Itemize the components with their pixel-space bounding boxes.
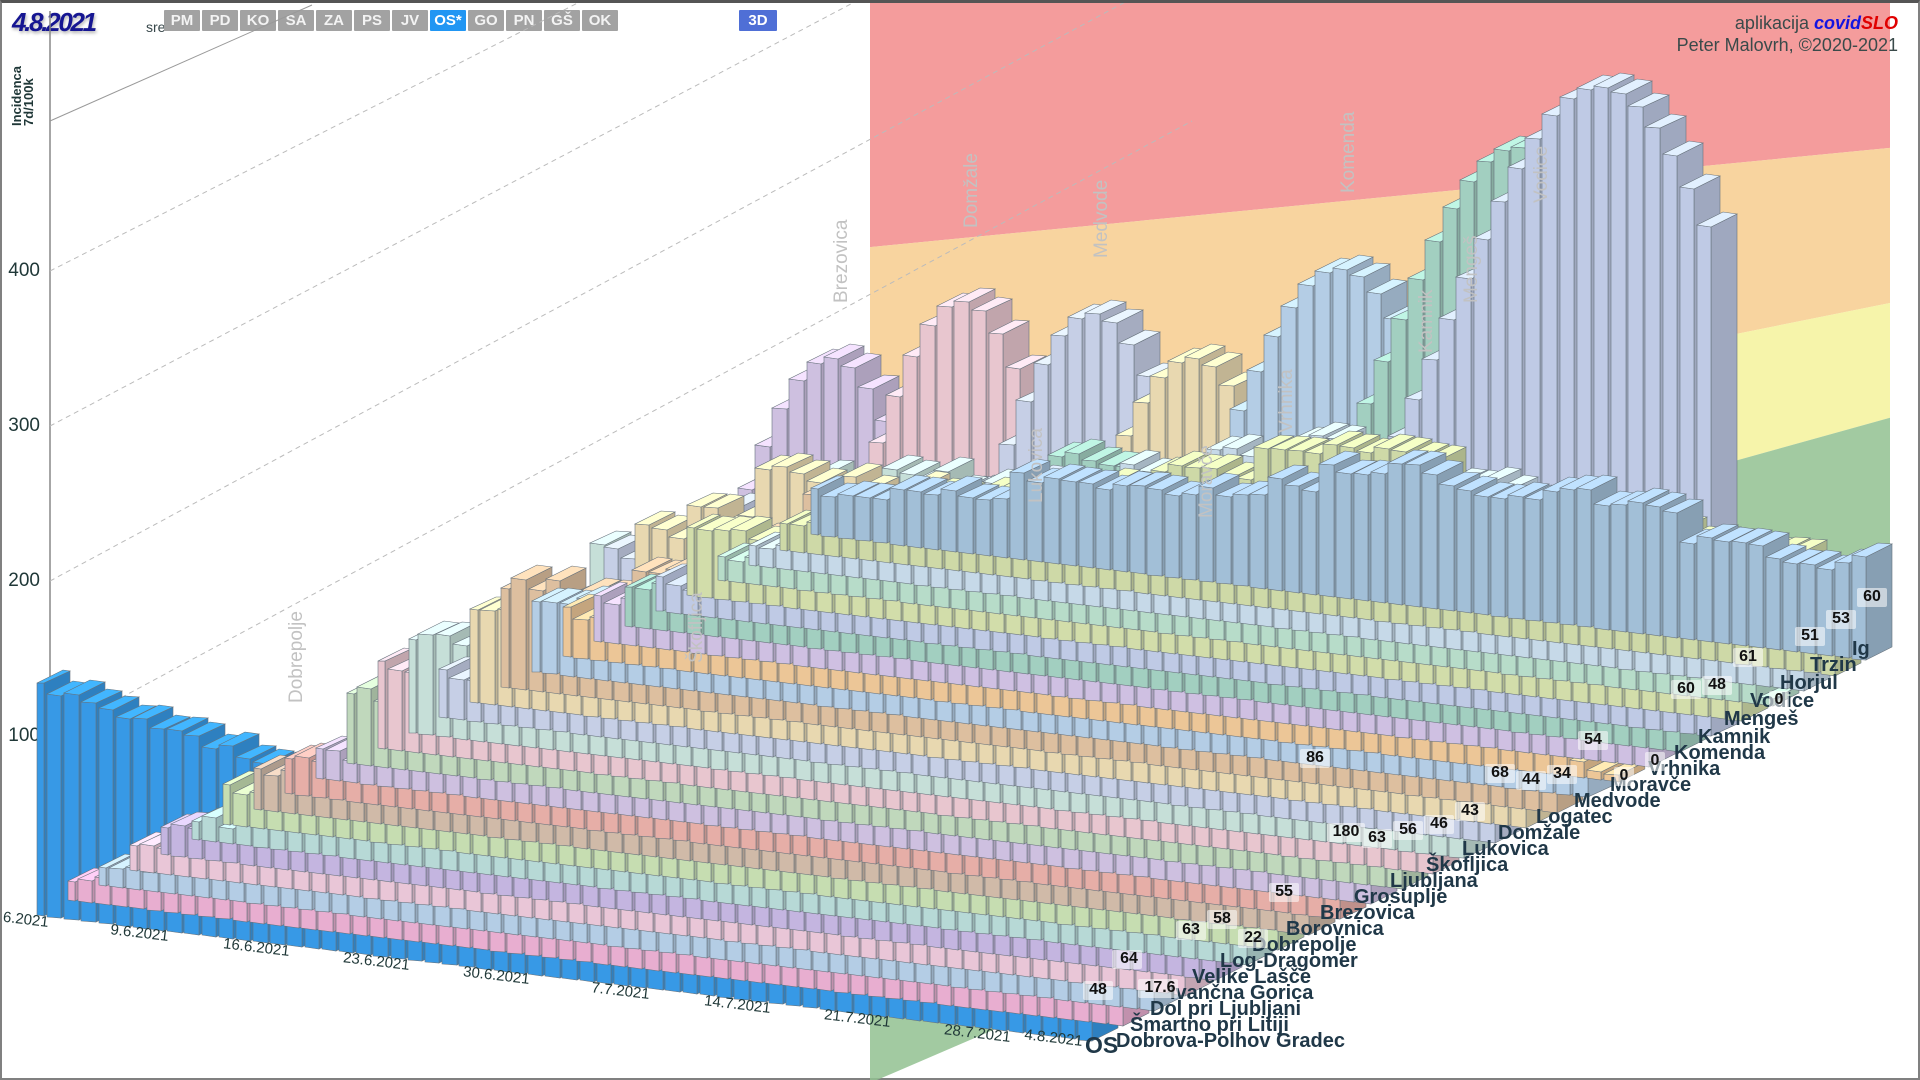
svg-text:64: 64 bbox=[1120, 950, 1138, 967]
svg-text:58: 58 bbox=[1213, 910, 1231, 927]
svg-text:44: 44 bbox=[1522, 771, 1540, 788]
svg-text:46: 46 bbox=[1430, 815, 1448, 832]
svg-text:51: 51 bbox=[1801, 627, 1819, 644]
svg-text:61: 61 bbox=[1739, 648, 1757, 665]
svg-text:43: 43 bbox=[1461, 802, 1479, 819]
svg-text:63: 63 bbox=[1182, 921, 1200, 938]
svg-text:OS: OS bbox=[1085, 1032, 1118, 1058]
svg-text:Vodice: Vodice bbox=[1531, 146, 1552, 203]
svg-text:Trzin: Trzin bbox=[1810, 654, 1857, 676]
svg-text:100: 100 bbox=[8, 725, 40, 746]
svg-text:54: 54 bbox=[1584, 731, 1602, 748]
svg-text:Brezovica: Brezovica bbox=[831, 219, 852, 303]
svg-text:Lukovica: Lukovica bbox=[1026, 428, 1047, 503]
svg-text:48: 48 bbox=[1089, 981, 1107, 998]
svg-text:Domžale: Domžale bbox=[961, 153, 982, 228]
svg-text:Komenda: Komenda bbox=[1338, 111, 1359, 193]
svg-text:Mengeš: Mengeš bbox=[1461, 235, 1482, 303]
svg-text:Kamnik: Kamnik bbox=[1416, 289, 1437, 353]
svg-text:53: 53 bbox=[1832, 610, 1850, 627]
svg-text:Vrhnika: Vrhnika bbox=[1276, 369, 1297, 433]
svg-text:Medvode: Medvode bbox=[1091, 180, 1112, 258]
svg-text:0: 0 bbox=[1620, 767, 1629, 784]
svg-text:56: 56 bbox=[1399, 821, 1417, 838]
svg-text:17.6: 17.6 bbox=[1144, 979, 1175, 996]
svg-text:400: 400 bbox=[8, 260, 40, 281]
svg-text:0: 0 bbox=[1775, 691, 1784, 708]
svg-text:48: 48 bbox=[1708, 676, 1726, 693]
svg-text:0: 0 bbox=[1651, 752, 1660, 769]
svg-text:180: 180 bbox=[1333, 823, 1360, 840]
svg-text:Moravče: Moravče bbox=[1196, 445, 1217, 518]
svg-text:63: 63 bbox=[1368, 829, 1386, 846]
svg-text:55: 55 bbox=[1275, 883, 1293, 900]
svg-text:68: 68 bbox=[1491, 764, 1509, 781]
svg-text:300: 300 bbox=[8, 415, 40, 436]
svg-text:Ig: Ig bbox=[1852, 638, 1870, 660]
svg-text:22: 22 bbox=[1244, 929, 1262, 946]
svg-text:200: 200 bbox=[8, 570, 40, 591]
svg-text:60: 60 bbox=[1677, 680, 1695, 697]
svg-text:Škofljica: Škofljica bbox=[685, 592, 707, 663]
svg-text:34: 34 bbox=[1553, 765, 1571, 782]
svg-text:86: 86 bbox=[1306, 749, 1324, 766]
svg-text:Dobrepolje: Dobrepolje bbox=[286, 611, 307, 703]
svg-text:60: 60 bbox=[1863, 588, 1881, 605]
